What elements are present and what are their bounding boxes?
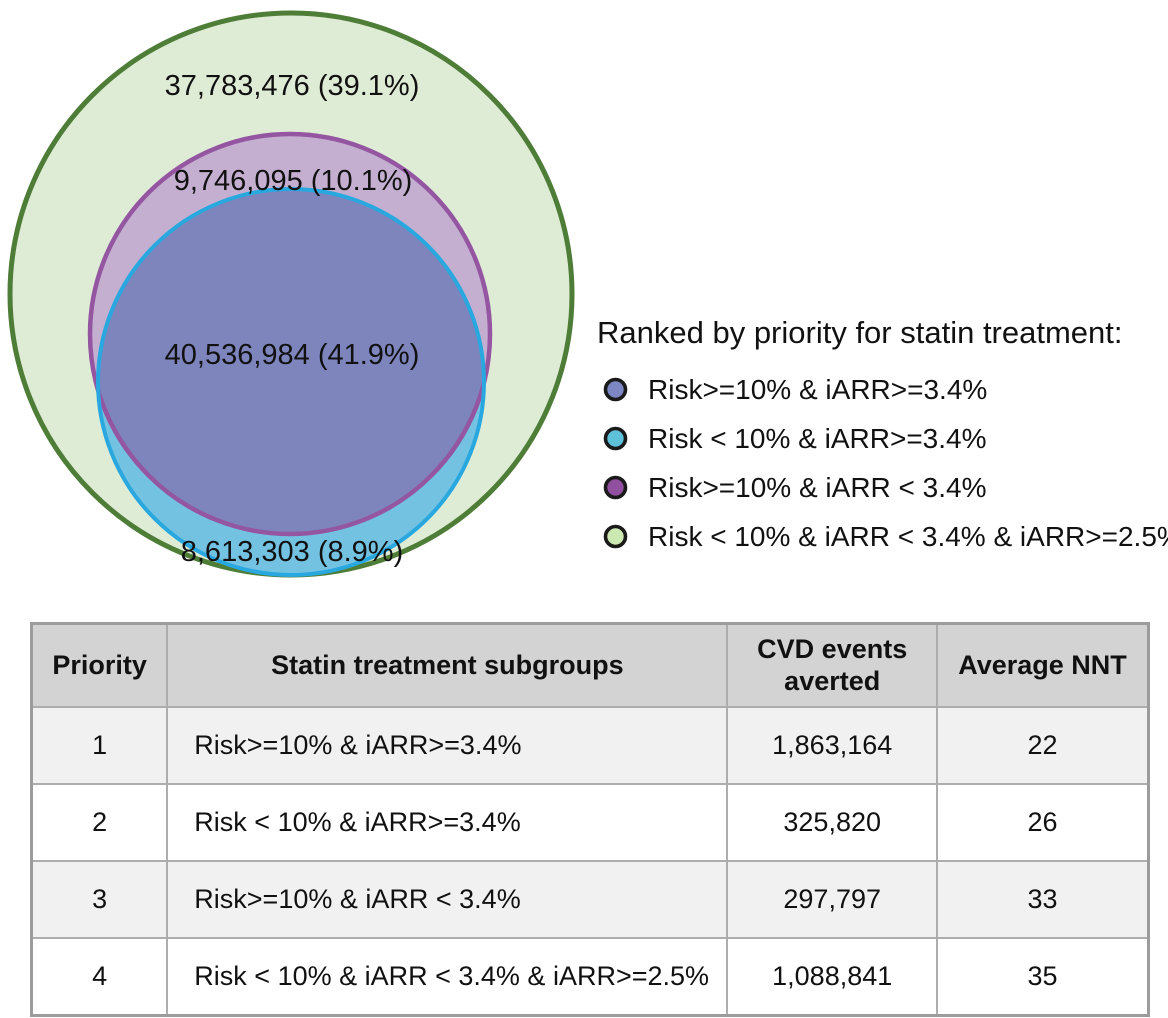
legend-item-label: Risk < 10% & iARR>=3.4% <box>648 422 987 454</box>
venn-label-green-only: 37,783,476 (39.1%) <box>165 70 420 102</box>
legend-item-1: Risk>=10% & iARR>=3.4% <box>602 365 1168 414</box>
legend-item-4: Risk < 10% & iARR < 3.4% & iARR>=2.5% <box>602 512 1168 561</box>
cell-subgroup: Risk < 10% & iARR>=3.4% <box>166 783 729 862</box>
header-average-nnt: Average NNT <box>935 622 1150 708</box>
priority-table: Priority Statin treatment subgroups CVD … <box>30 622 1150 1017</box>
venn-circle-blue-stroke <box>96 187 486 577</box>
cell-cvd-events: 1,863,164 <box>726 706 938 785</box>
cell-average-nnt: 26 <box>935 783 1150 862</box>
cell-priority: 4 <box>30 937 169 1016</box>
legend-swatch-cyan-icon <box>603 426 628 451</box>
venn-overlap-region <box>98 189 484 534</box>
legend-title: Ranked by priority for statin treatment: <box>597 315 1123 350</box>
header-cvd-events: CVD events averted <box>726 622 938 708</box>
venn-svg: 37,783,476 (39.1%) 9,746,095 (10.1%) 40,… <box>7 10 575 578</box>
venn-label-purple-only: 9,746,095 (10.1%) <box>174 165 413 197</box>
cell-cvd-events: 325,820 <box>726 783 938 862</box>
legend-item-label: Risk>=10% & iARR>=3.4% <box>648 373 988 405</box>
cell-cvd-events: 297,797 <box>726 860 938 939</box>
cell-priority: 1 <box>30 706 169 785</box>
venn-circle-purple-stroke <box>87 131 493 537</box>
legend-item-3: Risk>=10% & iARR < 3.4% <box>602 463 1168 512</box>
header-priority: Priority <box>30 622 169 708</box>
cell-average-nnt: 33 <box>935 860 1150 939</box>
cell-priority: 3 <box>30 860 169 939</box>
legend-items: Risk>=10% & iARR>=3.4% Risk < 10% & iARR… <box>602 365 1168 561</box>
cell-priority: 2 <box>30 783 169 862</box>
cell-subgroup: Risk>=10% & iARR>=3.4% <box>166 706 729 785</box>
cell-subgroup: Risk>=10% & iARR < 3.4% <box>166 860 729 939</box>
venn-label-blue-only: 8,613,303 (8.9%) <box>181 536 403 568</box>
legend-item-2: Risk < 10% & iARR>=3.4% <box>602 414 1168 463</box>
cell-cvd-events: 1,088,841 <box>726 937 938 1016</box>
venn-label-overlap: 40,536,984 (41.9%) <box>165 339 420 371</box>
legend-swatch-slate-icon <box>603 377 628 402</box>
legend-item-label: Risk>=10% & iARR < 3.4% <box>648 471 987 503</box>
table-header: Priority Statin treatment subgroups CVD … <box>30 622 1150 708</box>
cell-average-nnt: 35 <box>935 937 1150 1016</box>
cell-subgroup: Risk < 10% & iARR < 3.4% & iARR>=2.5% <box>166 937 729 1016</box>
legend: Ranked by priority for statin treatment:… <box>597 314 1168 561</box>
table-row: 1 Risk>=10% & iARR>=3.4% 1,863,164 22 <box>30 706 1150 785</box>
legend-item-label: Risk < 10% & iARR < 3.4% & iARR>=2.5% <box>648 520 1168 552</box>
header-subgroups: Statin treatment subgroups <box>166 622 729 708</box>
venn-diagram: 37,783,476 (39.1%) 9,746,095 (10.1%) 40,… <box>0 0 584 600</box>
cell-average-nnt: 22 <box>935 706 1150 785</box>
table-row: 2 Risk < 10% & iARR>=3.4% 325,820 26 <box>30 783 1150 862</box>
table-row: 4 Risk < 10% & iARR < 3.4% & iARR>=2.5% … <box>30 937 1150 1016</box>
legend-swatch-green-icon <box>603 524 628 549</box>
table-row: 3 Risk>=10% & iARR < 3.4% 297,797 33 <box>30 860 1150 939</box>
legend-swatch-purple-icon <box>603 475 628 500</box>
